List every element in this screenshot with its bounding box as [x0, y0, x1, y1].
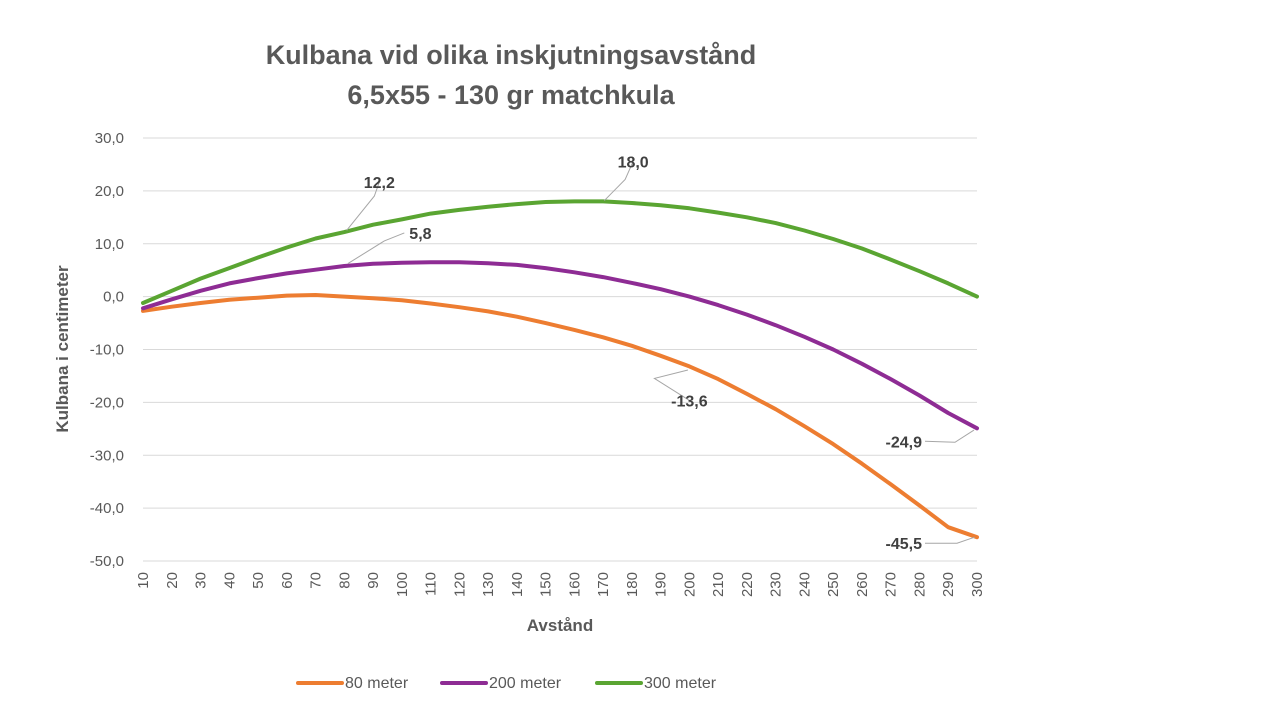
data-label-leader: [924, 429, 975, 443]
y-tick-label: 20,0: [95, 183, 124, 200]
data-label-leader: [653, 369, 690, 401]
y-tick-label: -20,0: [90, 394, 124, 411]
data-label: -24,9: [886, 434, 923, 451]
x-tick-label: 150: [538, 572, 555, 597]
x-tick-label: 170: [595, 572, 612, 597]
data-label-leader: [603, 161, 634, 201]
y-tick-label: -10,0: [90, 342, 124, 359]
series-line-2: [141, 199, 979, 305]
y-tick-label: -30,0: [90, 447, 124, 464]
data-label: -45,5: [886, 536, 923, 553]
data-labels: -13,6 -45,5 5,8 -24,9 12,2 18,0: [346, 154, 975, 553]
series-line-0: [141, 293, 979, 540]
x-tick-label: 160: [566, 572, 583, 597]
y-axis-ticks: -50,0 -40,0 -30,0 -20,0 -10,0 0,0 10,0 20,0 30,0: [90, 130, 124, 570]
y-tick-label: 0,0: [103, 289, 124, 306]
x-tick-label: 80: [336, 572, 353, 589]
x-tick-label: 220: [739, 572, 756, 597]
x-tick-label: 230: [768, 572, 785, 597]
x-axis-title: Avstånd: [527, 616, 593, 635]
y-axis-title: Kulbana i centimeter: [53, 265, 72, 433]
data-label: 18,0: [618, 154, 649, 171]
x-tick-label: 100: [394, 572, 411, 597]
x-tick-label: 200: [681, 572, 698, 597]
x-tick-label: 10: [135, 572, 152, 589]
chart-title-line-2: 6,5x55 - 130 gr matchkula: [347, 80, 675, 110]
legend: 80 meter 200 meter 300 meter: [296, 675, 717, 692]
data-label: 5,8: [409, 226, 431, 243]
y-tick-label: -40,0: [90, 500, 124, 517]
x-tick-label: 20: [164, 572, 181, 589]
x-tick-label: 290: [940, 572, 957, 597]
x-tick-label: 30: [193, 572, 210, 589]
x-tick-label: 40: [221, 572, 238, 589]
x-tick-label: 60: [279, 572, 296, 589]
legend-entry: 200 meter: [489, 675, 562, 692]
y-tick-label: 10,0: [95, 236, 124, 253]
x-tick-label: 250: [825, 572, 842, 597]
data-label: 12,2: [364, 175, 395, 192]
x-axis-ticks: 10 20 30 40 50 60 70 80 90 100 110 120 130 140 150 160 1…: [135, 572, 986, 597]
x-tick-label: 140: [509, 572, 526, 597]
x-tick-label: 120: [451, 572, 468, 597]
y-tick-label: -50,0: [90, 553, 124, 570]
data-label-leader: [346, 181, 380, 231]
x-tick-label: 260: [854, 572, 871, 597]
x-tick-label: 180: [624, 572, 641, 597]
legend-entry: 300 meter: [644, 675, 717, 692]
x-tick-label: 50: [250, 572, 267, 589]
data-label-leader: [347, 232, 405, 264]
series-lines: [141, 199, 979, 540]
x-tick-label: 130: [480, 572, 497, 597]
data-label: -13,6: [671, 393, 708, 410]
x-tick-label: 210: [710, 572, 727, 597]
legend-entry: 80 meter: [345, 675, 409, 692]
x-tick-label: 280: [911, 572, 928, 597]
series-line-1: [141, 260, 979, 431]
y-tick-label: 30,0: [95, 130, 124, 147]
x-tick-label: 300: [969, 572, 986, 597]
data-label-leader: [925, 536, 975, 544]
x-tick-label: 240: [796, 572, 813, 597]
chart-title-line-1: Kulbana vid olika inskjutningsavstånd: [266, 40, 757, 70]
x-tick-label: 190: [653, 572, 670, 597]
x-tick-label: 110: [423, 572, 440, 596]
x-tick-label: 70: [308, 572, 325, 589]
x-tick-label: 90: [365, 572, 382, 589]
x-tick-label: 270: [883, 572, 900, 597]
